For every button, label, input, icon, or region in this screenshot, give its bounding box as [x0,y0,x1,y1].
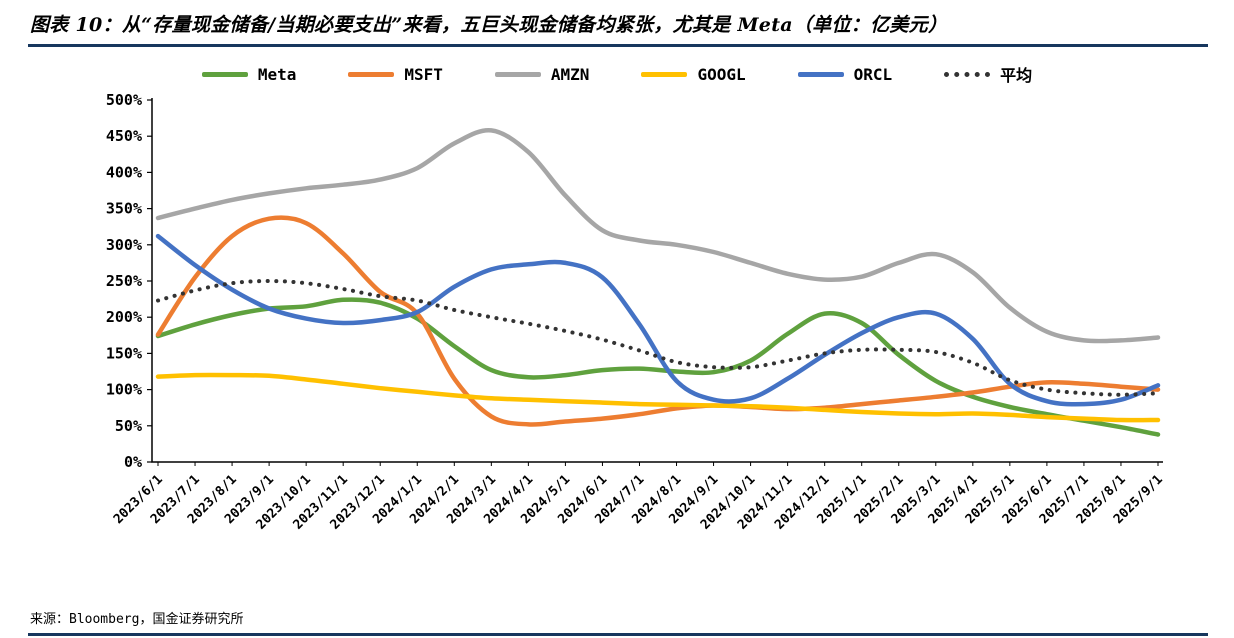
series-line-googl [155,372,1161,423]
legend-label: AMZN [550,64,590,84]
legend-label: Meta [257,64,297,84]
legend-swatch [797,71,844,77]
y-tick-label: 50% [115,417,142,435]
line-chart: 0% 50% 100% 150% 200% 250% 300% 350% 400% 450% 500… [106,92,1166,533]
legend-item-amzn: AMZN [494,64,590,84]
legend-label: MSFT [404,64,443,84]
series-line-meta [155,297,1161,437]
legend-item-orcl: ORCL [797,64,893,84]
legend-swatch [348,71,395,77]
y-tick-label: 450% [106,127,142,145]
legend-swatch [944,71,991,77]
legend-item-平均: 平均 [944,62,1032,86]
y-tick-label: 200% [106,308,142,326]
y-tick-label: 100% [106,381,142,399]
legend-label: GOOGL [697,64,746,84]
legend-label: 平均 [1000,66,1033,85]
series-line-amzn [155,128,1161,344]
y-tick-label: 350% [106,200,142,218]
legend-swatch [494,71,541,77]
y-tick-label: 0% [124,453,142,471]
title-divider [28,44,1208,47]
series-line-msft [155,215,1161,427]
series-line-平均 [156,279,1160,397]
legend-item-meta: Meta [201,64,297,84]
y-tick-label: 250% [106,272,142,290]
legend-item-googl: GOOGL [641,64,746,84]
legend-swatch [201,71,248,77]
source-note: 来源：Bloomberg，国金证券研究所 [30,612,244,627]
y-tick-label: 150% [106,344,142,362]
y-tick-label: 400% [106,163,142,181]
series-line-orcl [155,233,1161,407]
chart-legend: Meta MSFT AMZN GOOGL ORCL 平均 [0,60,1234,88]
figure-title: 图表 10：从“存量现金储备/当期必要支出”来看，五巨头现金储备均紧张，尤其是 … [30,14,948,36]
legend-label: ORCL [853,64,893,84]
y-tick-label: 300% [106,236,142,254]
legend-swatch [641,71,688,77]
bottom-divider [28,633,1208,636]
y-tick-label: 500% [106,92,142,109]
legend-item-msft: MSFT [348,65,443,84]
